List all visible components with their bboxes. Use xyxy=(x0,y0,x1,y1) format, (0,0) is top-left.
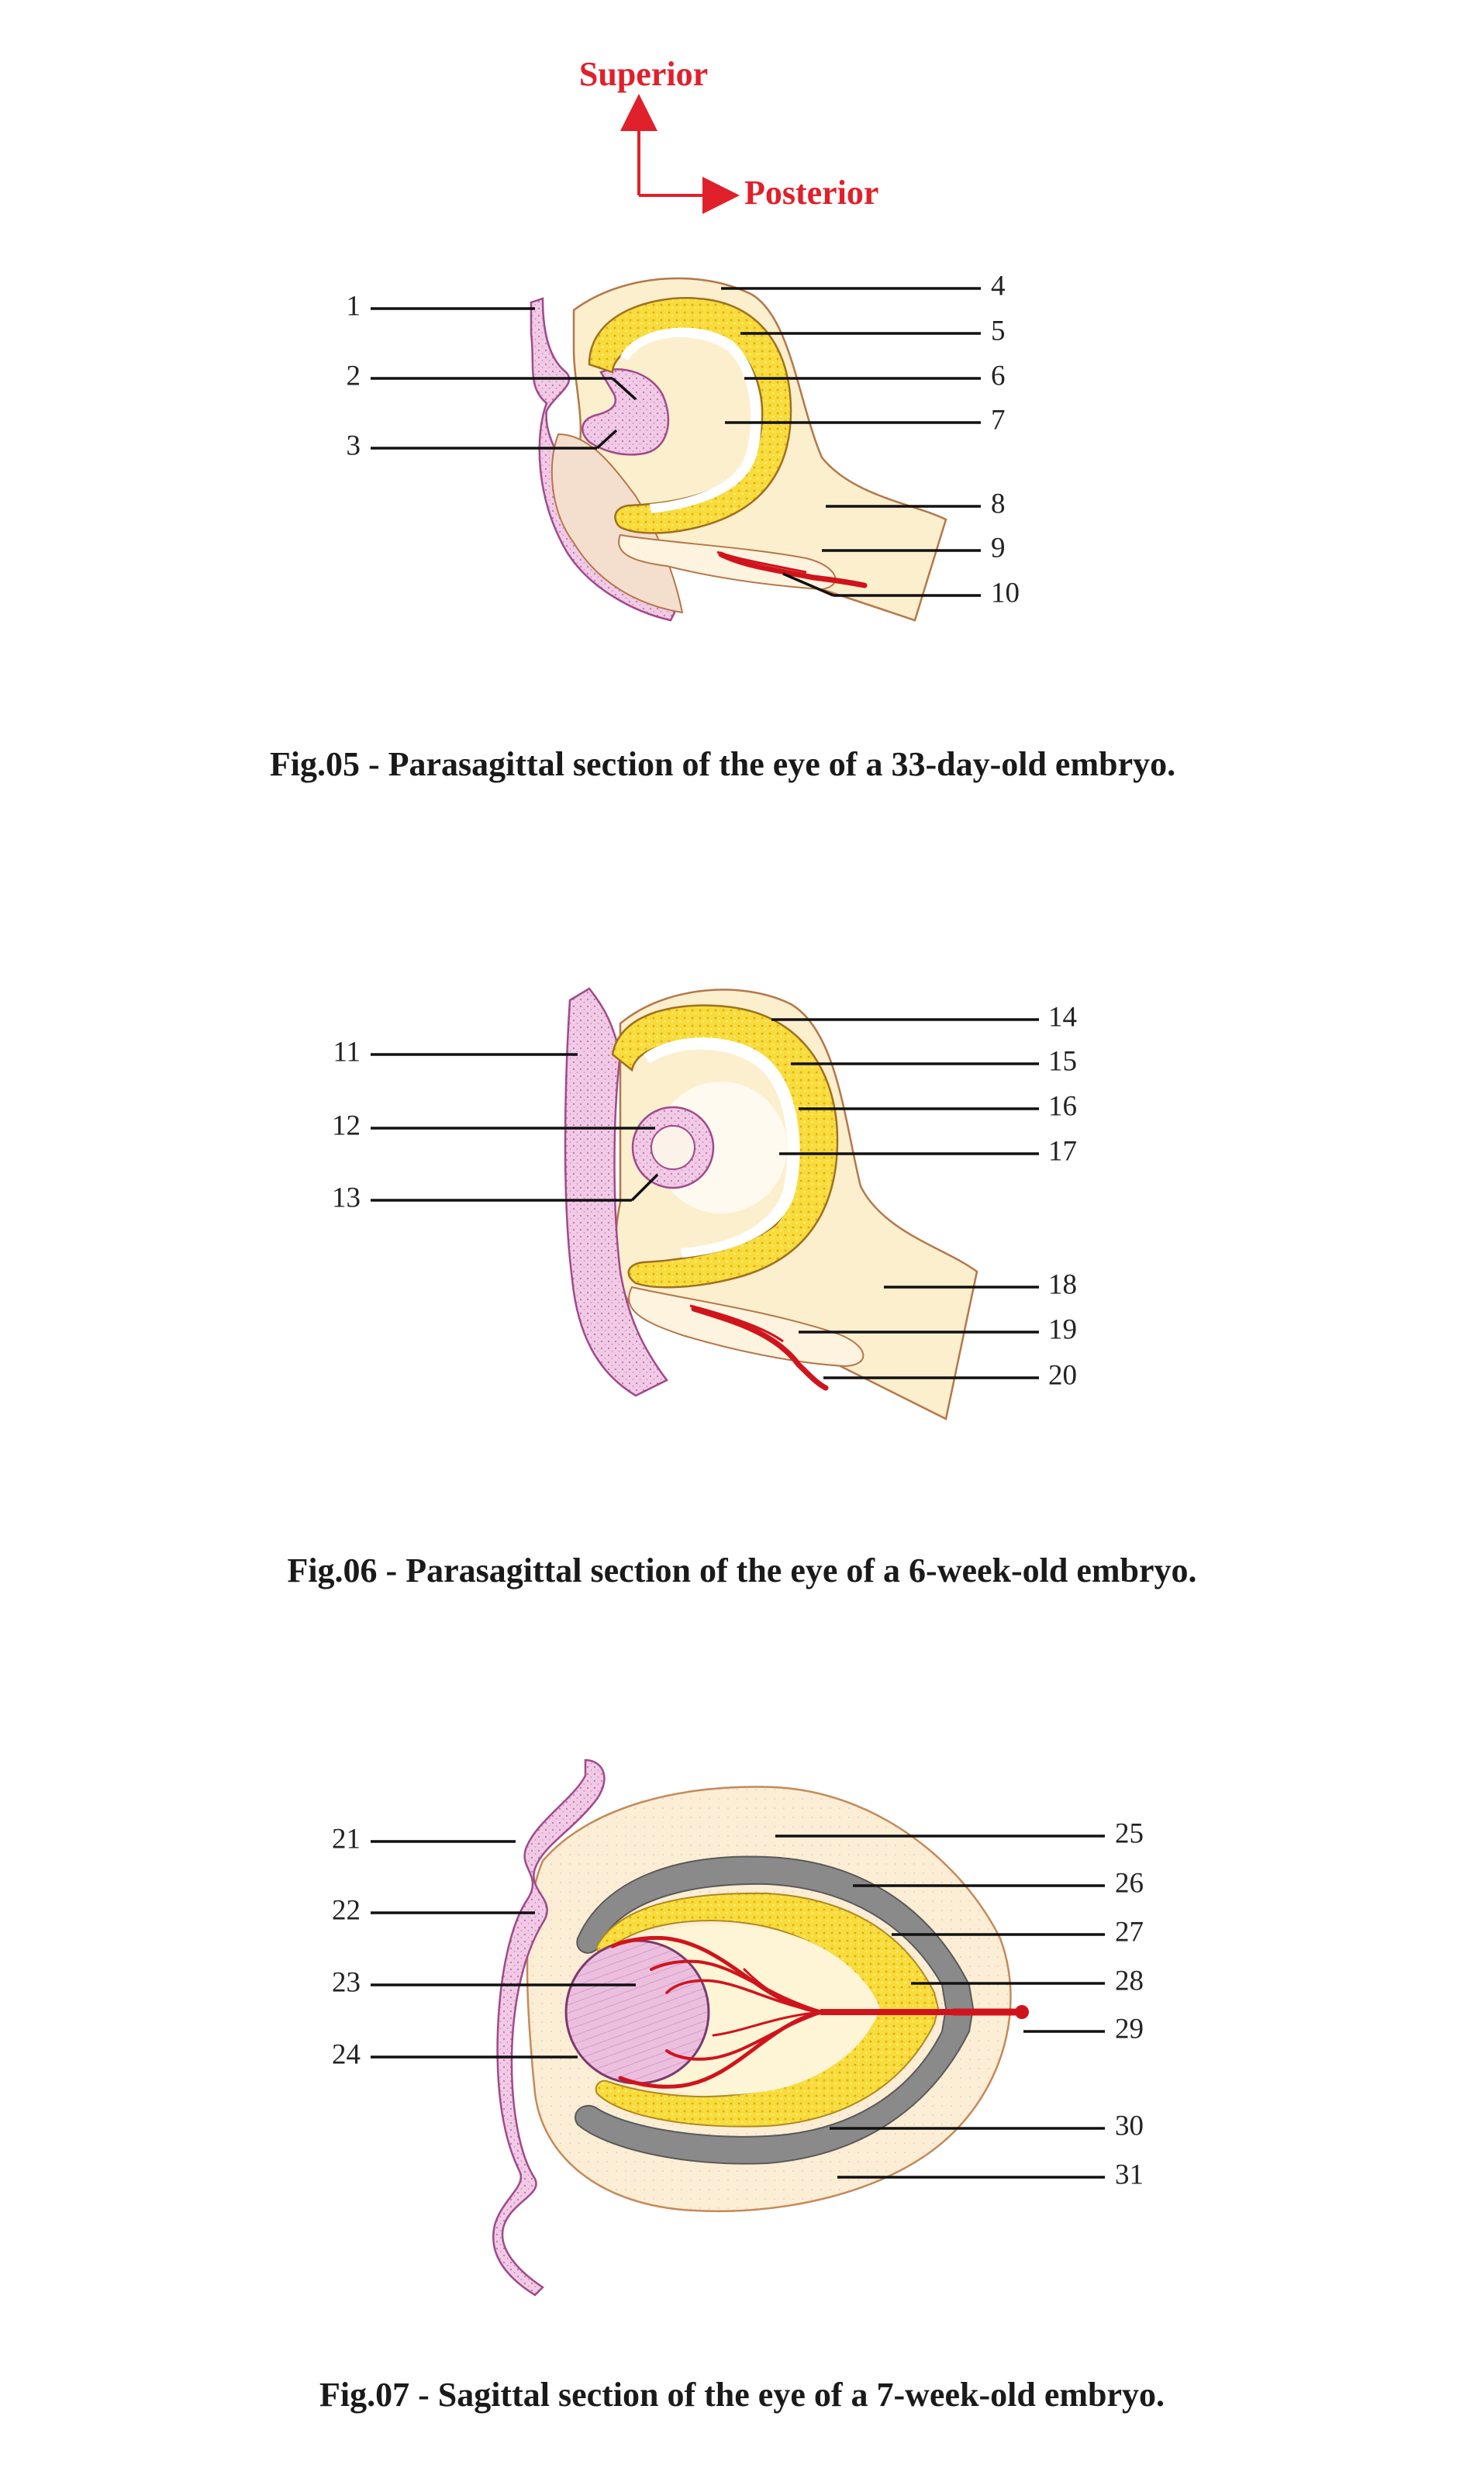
fig07-neural-retina xyxy=(595,1892,940,2128)
label-26: 26 xyxy=(1115,1867,1144,1899)
label-6: 6 xyxy=(991,360,1006,392)
fig07-labels: 21 22 23 24 25 26 27 28 29 30 31 xyxy=(332,1817,1144,2190)
label-9: 9 xyxy=(991,532,1006,564)
label-10: 10 xyxy=(991,577,1020,609)
label-22: 22 xyxy=(332,1894,361,1926)
label-14: 14 xyxy=(1048,1001,1077,1033)
fig06-labels: 11 12 13 14 15 16 17 18 19 20 xyxy=(332,1001,1077,1391)
label-21: 21 xyxy=(332,1823,361,1855)
label-20: 20 xyxy=(1048,1359,1077,1391)
label-13: 13 xyxy=(332,1182,361,1213)
fig06-lens-cavity xyxy=(651,1125,695,1170)
label-15: 15 xyxy=(1048,1045,1077,1077)
figure-06: 11 12 13 14 15 16 17 18 19 20 Fig.06 - P… xyxy=(287,987,1197,1589)
fig06-caption: Fig.06 - Parasagittal section of the eye… xyxy=(287,1551,1196,1589)
label-3: 3 xyxy=(347,430,361,461)
label-2: 2 xyxy=(347,360,361,392)
label-5: 5 xyxy=(991,315,1006,347)
fig05-labels: 1 2 3 4 5 6 7 8 9 10 xyxy=(347,270,1020,609)
label-7: 7 xyxy=(991,404,1006,436)
label-24: 24 xyxy=(332,2038,361,2070)
label-19: 19 xyxy=(1048,1313,1077,1345)
label-31: 31 xyxy=(1115,2159,1144,2190)
orientation-indicator: Superior Posterior xyxy=(579,55,878,214)
label-8: 8 xyxy=(991,488,1006,519)
superior-label: Superior xyxy=(579,55,708,93)
fig06-hyaloid-artery xyxy=(691,1306,829,1391)
label-12: 12 xyxy=(332,1110,361,1141)
figure-05: 1 2 3 4 5 6 7 8 9 10 Fig.05 - Parasagitt… xyxy=(270,270,1175,783)
label-30: 30 xyxy=(1115,2110,1144,2142)
fig07-optic-nerve-vessel xyxy=(1015,2005,1029,2019)
label-16: 16 xyxy=(1048,1090,1077,1122)
fig07-caption: Fig.07 - Sagittal section of the eye of … xyxy=(319,2376,1165,2414)
fig07-leaders xyxy=(371,1834,1105,2179)
label-4: 4 xyxy=(991,270,1006,302)
fig05-lens-vesicle xyxy=(582,368,670,456)
fig06-leaders xyxy=(371,1018,1039,1379)
posterior-label: Posterior xyxy=(744,174,878,212)
fig07-surface-ectoderm xyxy=(492,1759,606,2297)
fig05-intraretinal-space xyxy=(620,327,761,513)
label-28: 28 xyxy=(1115,1965,1144,1997)
label-23: 23 xyxy=(332,1966,361,1998)
label-18: 18 xyxy=(1048,1268,1077,1300)
label-1: 1 xyxy=(347,290,361,322)
label-27: 27 xyxy=(1115,1916,1144,1948)
fig05-hyaloid-artery xyxy=(718,551,868,588)
figure-07: 21 22 23 24 25 26 27 28 29 30 31 Fig.07 … xyxy=(319,1759,1165,2414)
label-25: 25 xyxy=(1115,1817,1144,1849)
label-11: 11 xyxy=(333,1036,361,1068)
label-17: 17 xyxy=(1048,1135,1077,1167)
fig05-caption: Fig.05 - Parasagittal section of the eye… xyxy=(270,745,1175,783)
fig07-hyaloid-vessels xyxy=(610,1935,1020,2089)
fig05-leaders xyxy=(371,287,981,597)
fig07-pigment-layer xyxy=(575,1855,975,2165)
label-29: 29 xyxy=(1115,2013,1144,2045)
